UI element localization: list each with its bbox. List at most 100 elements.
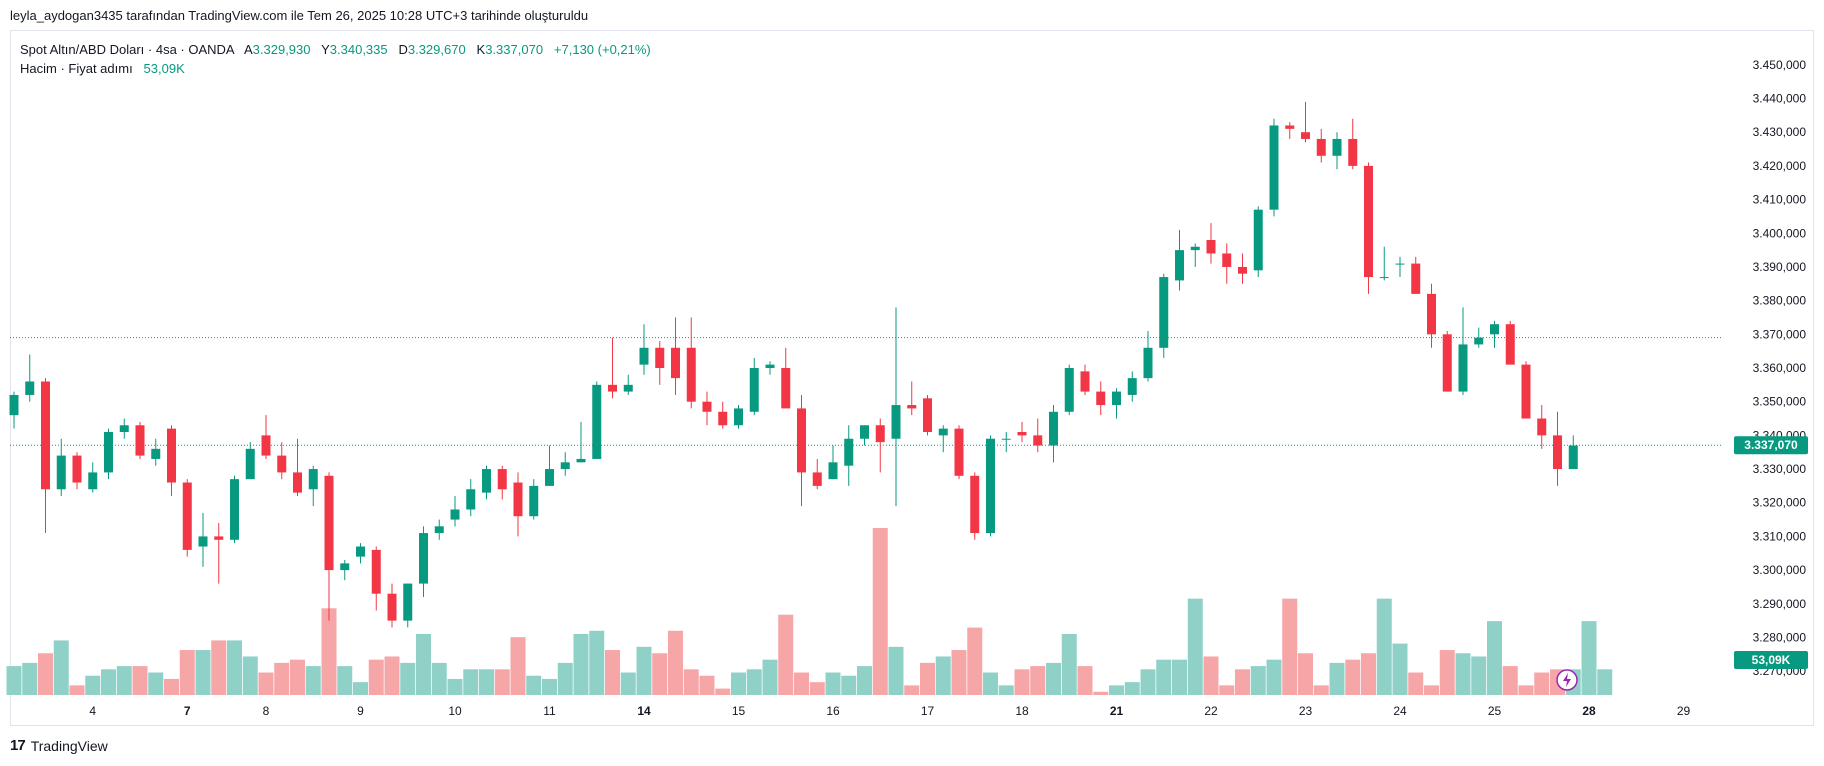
volume-bar <box>38 653 53 695</box>
y-tick-label: 3.450,000 <box>1753 58 1807 72</box>
volume-bar <box>888 646 904 695</box>
tradingview-footer[interactable]: 17 TradingView <box>10 737 108 754</box>
volume-bar <box>85 675 101 695</box>
candle-body <box>844 438 854 466</box>
close-label: K <box>476 42 486 57</box>
candle-body <box>482 469 491 493</box>
candle <box>923 394 932 436</box>
candle <box>1411 256 1421 294</box>
candle-body <box>1442 334 1452 392</box>
candle <box>765 361 775 375</box>
candle <box>1080 364 1090 395</box>
volume-bar <box>1077 666 1093 695</box>
volume-bar <box>1361 653 1376 695</box>
volume-bar <box>1172 659 1187 695</box>
volume-bar <box>1487 621 1502 695</box>
volume-bar <box>116 666 132 695</box>
candle <box>860 425 869 446</box>
volume-bar <box>431 662 447 695</box>
candle <box>1301 101 1310 143</box>
candle <box>891 307 901 507</box>
volume-bar <box>668 630 683 695</box>
candle-body <box>214 536 224 540</box>
open-value: 3.329,930 <box>252 42 311 57</box>
candle <box>9 391 19 429</box>
candle <box>1206 223 1216 264</box>
candle-body <box>1364 165 1373 278</box>
candle <box>797 394 806 507</box>
candle <box>88 462 98 493</box>
volume-bar <box>463 669 479 695</box>
candle <box>1001 432 1011 453</box>
candle <box>340 560 350 581</box>
volume-bar <box>53 640 69 695</box>
close-value: 3.337,070 <box>485 42 544 57</box>
candle <box>1379 246 1389 281</box>
volume-bar <box>400 662 416 695</box>
volume-bar <box>857 666 872 695</box>
volume-bar <box>778 614 794 695</box>
low-value: 3.329,670 <box>407 42 466 57</box>
candle <box>655 341 665 385</box>
candle <box>1017 421 1027 443</box>
candle-body <box>1553 435 1562 470</box>
chart-legend: Spot Altın/ABD Doları · 4sa · OANDA A3.3… <box>20 40 651 78</box>
volume-bar <box>841 675 857 695</box>
legend-ohlc-row[interactable]: Spot Altın/ABD Doları · 4sa · OANDA A3.3… <box>20 40 651 59</box>
candle <box>686 317 696 409</box>
x-tick-label: 22 <box>1204 704 1218 718</box>
x-tick-label: 18 <box>1015 704 1029 718</box>
chart-frame[interactable] <box>10 30 1814 726</box>
volume-bar <box>22 662 38 695</box>
candle <box>1175 229 1184 291</box>
x-tick-label: 11 <box>543 704 556 718</box>
legend-volume-row[interactable]: Hacim · Fiyat adımı 53,09K <box>20 59 651 78</box>
x-tick-label: 23 <box>1299 704 1313 718</box>
x-tick-label: 16 <box>826 704 840 718</box>
candle <box>1238 253 1247 284</box>
candle <box>1127 371 1137 402</box>
candle-body <box>1332 138 1342 156</box>
y-tick-label: 3.290,000 <box>1753 597 1807 611</box>
candle <box>1033 418 1043 453</box>
candle-body <box>1238 266 1247 274</box>
volume-label[interactable]: Hacim · Fiyat adımı <box>20 61 133 76</box>
volume-bar <box>353 682 368 695</box>
candle-body <box>781 368 791 409</box>
lightning-icon[interactable] <box>1556 669 1578 691</box>
candle <box>1521 361 1531 419</box>
candle <box>198 512 208 567</box>
candle-body <box>88 472 98 490</box>
candle-body <box>1379 277 1389 279</box>
volume-bar <box>242 656 258 695</box>
volume-bar <box>69 685 85 695</box>
candle-body <box>1222 253 1232 267</box>
volume-bar <box>904 685 920 695</box>
candle-body <box>545 469 554 486</box>
change-value: +7,130 (+0,21%) <box>553 42 651 57</box>
volume-bar <box>1518 685 1534 695</box>
x-tick-label: 10 <box>448 704 462 718</box>
candle <box>639 324 649 375</box>
volume-bar <box>1471 656 1487 695</box>
y-tick-label: 3.370,000 <box>1753 327 1807 341</box>
volume-bar <box>1313 685 1329 695</box>
candle <box>214 522 224 584</box>
volume-bar <box>1109 685 1124 695</box>
x-tick-label: 4 <box>89 704 96 718</box>
price-axis[interactable]: 3.450,000 3.440,000 3.430,000 3.420,000 3.41… <box>1753 58 1807 678</box>
candle-body <box>1112 391 1121 406</box>
volume-bar <box>164 678 179 695</box>
symbol-title[interactable]: Spot Altın/ABD Doları · 4sa · OANDA <box>20 42 234 57</box>
y-tick-label: 3.350,000 <box>1753 395 1807 409</box>
y-tick-label: 3.360,000 <box>1753 361 1807 375</box>
candle <box>907 381 917 416</box>
time-axis[interactable]: 4 7 8 9 10 11 14 15 16 17 18 21 22 23 24 25 28 29 <box>89 704 1690 718</box>
candle-body <box>324 475 334 571</box>
volume-bar <box>321 608 337 695</box>
candle-body <box>419 533 428 584</box>
volume-bar <box>683 669 699 695</box>
candle <box>1427 283 1436 348</box>
candlesticks <box>9 101 1578 628</box>
